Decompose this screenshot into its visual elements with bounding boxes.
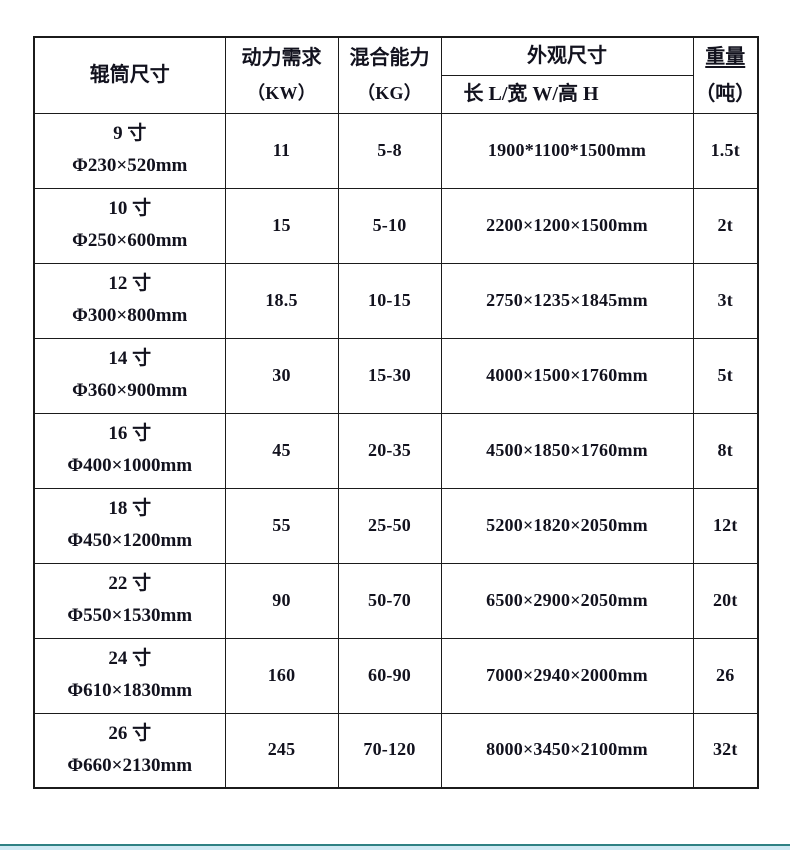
table-row: 24 寸 Φ610×1830mm 160 60-90 7000×2940×200… xyxy=(33,637,759,714)
outline-cell: 6500×2900×2050mm xyxy=(440,562,694,639)
table-row: 12 寸 Φ300×800mm 18.5 10-15 2750×1235×184… xyxy=(33,262,759,339)
header-roller-size-label: 辊筒尺寸 xyxy=(89,64,170,87)
roller-dim: Φ300×800mm xyxy=(72,305,188,326)
roller-inch: 12 寸 xyxy=(108,273,152,295)
roller-dim: Φ660×2130mm xyxy=(67,754,193,776)
weight-cell: 5t xyxy=(692,337,759,414)
power-cell: 18.5 xyxy=(224,262,339,339)
weight-cell: 26 xyxy=(692,637,759,714)
outline-cell: 4000×1500×1760mm xyxy=(440,337,694,414)
roller-size-cell: 16 寸 Φ400×1000mm xyxy=(33,412,226,489)
power-cell: 45 xyxy=(224,412,339,489)
outline-cell: 7000×2940×2000mm xyxy=(440,637,694,714)
spec-table: 辊筒尺寸 动力需求 （KW） 混合能力 （KG） 外观尺寸 xyxy=(33,36,759,789)
weight-cell: 3t xyxy=(692,262,759,339)
capacity-cell: 20-35 xyxy=(337,412,442,489)
roller-dim: Φ360×900mm xyxy=(72,380,188,401)
table-row: 9 寸 Φ230×520mm 11 5-8 1900*1100*1500mm 1… xyxy=(33,112,759,189)
roller-size-cell: 24 寸 Φ610×1830mm xyxy=(33,637,226,714)
outline-cell: 2200×1200×1500mm xyxy=(440,187,694,264)
table-row: 14 寸 Φ360×900mm 30 15-30 4000×1500×1760m… xyxy=(33,337,759,414)
capacity-cell: 50-70 xyxy=(337,562,442,639)
power-cell: 90 xyxy=(224,562,339,639)
roller-size-cell: 12 寸 Φ300×800mm xyxy=(33,262,226,339)
roller-size-cell: 14 寸 Φ360×900mm xyxy=(33,337,226,414)
table-row: 18 寸 Φ450×1200mm 55 25-50 5200×1820×2050… xyxy=(33,487,759,564)
roller-inch: 10 寸 xyxy=(108,198,152,220)
roller-size-cell: 26 寸 Φ660×2130mm xyxy=(33,712,226,789)
table-row: 10 寸 Φ250×600mm 15 5-10 2200×1200×1500mm… xyxy=(33,187,759,264)
weight-cell: 32t xyxy=(692,712,759,789)
header-outline-size-label: 外观尺寸 xyxy=(527,45,607,68)
outline-cell: 8000×3450×2100mm xyxy=(440,712,694,789)
weight-cell: 1.5t xyxy=(692,112,759,189)
header-outline-size: 外观尺寸 xyxy=(440,36,694,76)
capacity-cell: 5-8 xyxy=(337,112,442,189)
roller-inch: 9 寸 xyxy=(113,123,147,145)
power-cell: 160 xyxy=(224,637,339,714)
roller-dim: Φ400×1000mm xyxy=(67,455,193,476)
roller-inch: 18 寸 xyxy=(108,498,152,520)
roller-dim: Φ550×1530mm xyxy=(67,605,193,626)
roller-inch: 26 寸 xyxy=(108,722,152,744)
roller-dim: Φ450×1200mm xyxy=(67,530,193,551)
header-power-label: 动力需求 xyxy=(241,46,322,69)
weight-cell: 2t xyxy=(692,187,759,264)
outline-cell: 1900*1100*1500mm xyxy=(440,112,694,189)
table-row: 26 寸 Φ660×2130mm 245 70-120 8000×3450×21… xyxy=(33,712,759,789)
roller-size-cell: 10 寸 Φ250×600mm xyxy=(33,187,226,264)
roller-inch: 22 寸 xyxy=(108,573,152,595)
table-row: 16 寸 Φ400×1000mm 45 20-35 4500×1850×1760… xyxy=(33,412,759,489)
roller-dim: Φ250×600mm xyxy=(72,230,188,251)
roller-inch: 24 寸 xyxy=(108,648,152,670)
header-power: 动力需求 （KW） xyxy=(224,36,339,114)
capacity-cell: 70-120 xyxy=(337,712,442,789)
roller-size-cell: 22 寸 Φ550×1530mm xyxy=(33,562,226,639)
capacity-cell: 60-90 xyxy=(337,637,442,714)
bottom-divider-line xyxy=(0,844,790,846)
header-capacity-label: 混合能力 xyxy=(349,46,430,69)
table-row: 22 寸 Φ550×1530mm 90 50-70 6500×2900×2050… xyxy=(33,562,759,639)
roller-size-cell: 9 寸 Φ230×520mm xyxy=(33,112,226,189)
roller-inch: 16 寸 xyxy=(108,423,152,445)
weight-cell: 12t xyxy=(692,487,759,564)
capacity-cell: 10-15 xyxy=(337,262,442,339)
bottom-divider-light-line xyxy=(0,846,790,850)
header-roller-size: 辊筒尺寸 xyxy=(33,36,226,114)
power-cell: 245 xyxy=(224,712,339,789)
roller-dim: Φ610×1830mm xyxy=(67,680,193,701)
capacity-cell: 15-30 xyxy=(337,337,442,414)
header-weight-unit: （吨） xyxy=(695,82,756,105)
power-cell: 15 xyxy=(224,187,339,264)
header-power-unit: （KW） xyxy=(247,82,316,103)
power-cell: 30 xyxy=(224,337,339,414)
power-cell: 55 xyxy=(224,487,339,564)
outline-cell: 2750×1235×1845mm xyxy=(440,262,694,339)
weight-cell: 20t xyxy=(692,562,759,639)
roller-inch: 14 寸 xyxy=(108,348,152,370)
capacity-cell: 5-10 xyxy=(337,187,442,264)
header-capacity-unit: （KG） xyxy=(357,82,422,103)
roller-size-cell: 18 寸 Φ450×1200mm xyxy=(33,487,226,564)
header-weight: 重量 （吨） xyxy=(692,36,759,114)
weight-cell: 8t xyxy=(692,412,759,489)
header-capacity: 混合能力 （KG） xyxy=(337,36,442,114)
header-weight-label: 重量 xyxy=(705,45,746,68)
header-lwh: 长 L/宽 W/高 H xyxy=(440,74,694,114)
roller-dim: Φ230×520mm xyxy=(72,155,188,176)
outline-cell: 4500×1850×1760mm xyxy=(440,412,694,489)
capacity-cell: 25-50 xyxy=(337,487,442,564)
outline-cell: 5200×1820×2050mm xyxy=(440,487,694,564)
power-cell: 11 xyxy=(224,112,339,189)
